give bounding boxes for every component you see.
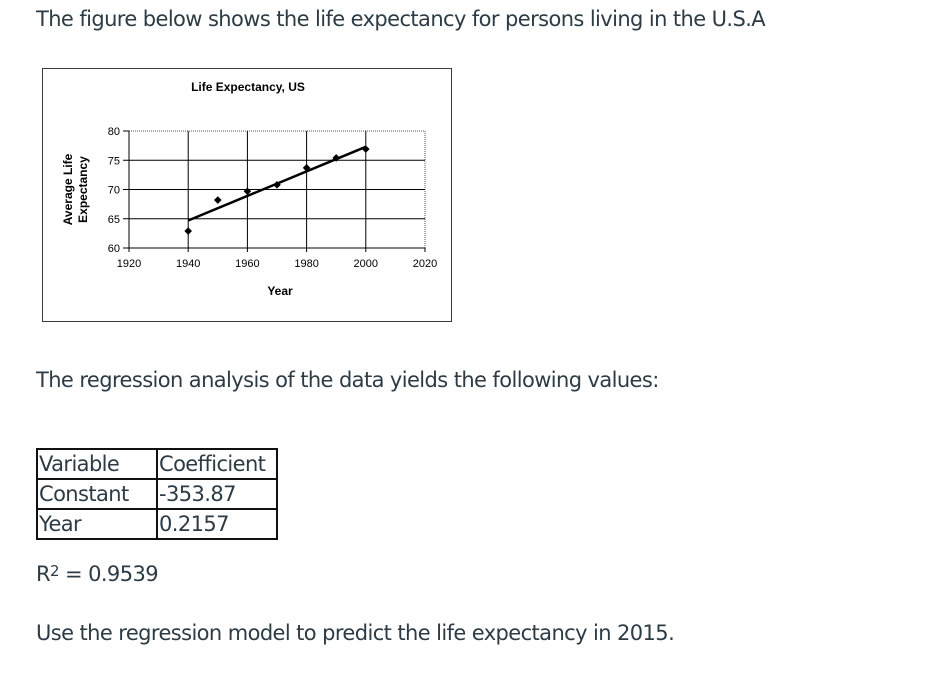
r-squared-label: R — [36, 562, 51, 586]
r-squared: R2 = 0.9539 — [36, 560, 159, 588]
y-tick-label: 65 — [108, 214, 120, 226]
y-tick-label: 75 — [108, 155, 120, 167]
chart-title: Life Expectancy, US — [191, 80, 305, 94]
y-axis-label-line1: Average Life — [61, 153, 75, 225]
regression-intro-text: The regression analysis of the data yiel… — [36, 368, 659, 392]
intro-text: The figure below shows the life expectan… — [36, 7, 766, 31]
y-axis-label-line2: Expectancy — [76, 156, 90, 223]
data-point-diamond-icon — [332, 154, 340, 162]
row-year-coefficient: 0.2157 — [156, 508, 278, 540]
data-point-diamond-icon — [184, 227, 192, 235]
x-tick-label: 1980 — [294, 258, 318, 270]
x-tick-label: 1960 — [235, 258, 259, 270]
question-text: Use the regression model to predict the … — [36, 621, 675, 645]
data-point-diamond-icon — [214, 196, 222, 204]
x-axis-label: Year — [267, 284, 293, 298]
row-year-variable: Year — [36, 508, 158, 540]
y-tick-label: 70 — [108, 185, 120, 197]
x-tick-label: 1920 — [117, 258, 141, 270]
y-tick-label: 80 — [108, 126, 120, 138]
row-constant-coefficient: -353.87 — [156, 478, 278, 510]
life-expectancy-chart: Life Expectancy, US 60 65 70 75 80 1920 1940 196… — [42, 68, 452, 322]
x-tick-label: 1940 — [176, 258, 200, 270]
regression-table: Variable Coefficient Constant -353.87 Ye… — [36, 448, 278, 540]
header-coefficient: Coefficient — [156, 448, 278, 480]
row-constant-variable: Constant — [36, 478, 158, 510]
r-squared-value: = 0.9539 — [58, 562, 159, 586]
x-tick-label: 2000 — [354, 258, 378, 270]
chart-canvas: Life Expectancy, US 60 65 70 75 80 1920 1940 196… — [61, 80, 437, 298]
header-variable: Variable — [36, 448, 158, 480]
table-row: Year 0.2157 — [36, 508, 278, 540]
table-row: Constant -353.87 — [36, 478, 278, 510]
y-tick-label: 60 — [108, 243, 120, 255]
data-point-diamond-icon — [243, 187, 252, 196]
table-header-row: Variable Coefficient — [36, 448, 278, 480]
r-squared-exponent: 2 — [50, 562, 60, 580]
x-tick-label: 2020 — [413, 258, 437, 270]
data-point-diamond-icon — [362, 145, 370, 153]
